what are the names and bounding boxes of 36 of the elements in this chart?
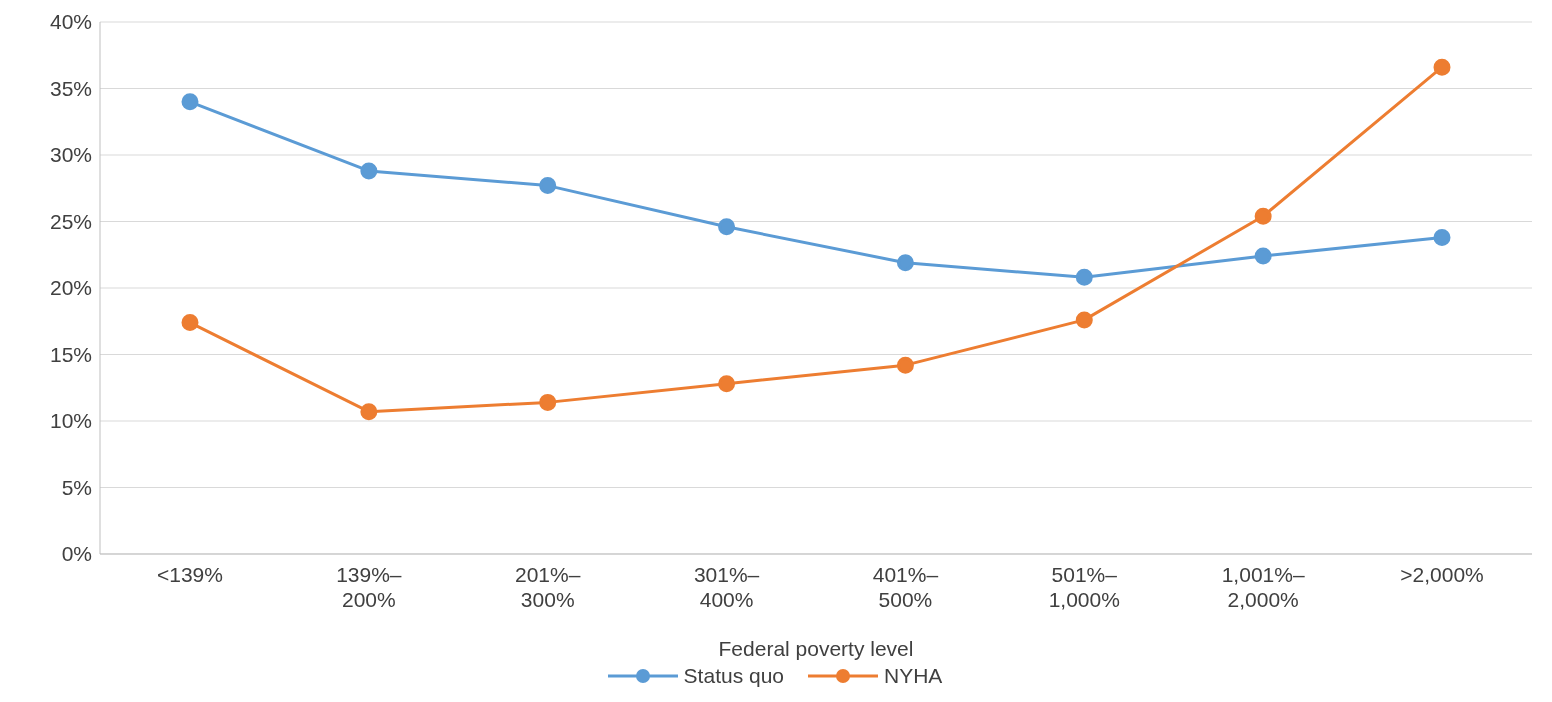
point: [896, 356, 914, 374]
point: [718, 218, 736, 236]
legend-label: Status quo: [683, 664, 785, 688]
y-tick-label: 15%: [49, 342, 92, 366]
point: [181, 93, 199, 111]
x-tick-label: 501%– 1,000%: [1048, 563, 1120, 611]
point: [1254, 247, 1272, 265]
y-tick-label: 35%: [49, 76, 92, 100]
x-tick-label: <139%: [157, 563, 223, 586]
y-tick-label: 0%: [61, 542, 92, 566]
point: [181, 314, 199, 332]
y-tick-label: 5%: [61, 475, 92, 499]
x-tick-label: 139%– 200%: [336, 563, 402, 611]
y-tick-label: 30%: [49, 143, 92, 167]
x-axis-title: Federal poverty level: [718, 637, 914, 660]
point: [1433, 228, 1451, 246]
x-tick-label: 1,001%– 2,000%: [1221, 563, 1305, 611]
y-tick-label: 40%: [49, 10, 92, 34]
x-tick-label: 401%– 500%: [872, 563, 939, 611]
point: [718, 375, 736, 393]
x-tick-label: 301%– 400%: [693, 563, 760, 611]
point: [1254, 207, 1272, 225]
point: [1433, 58, 1451, 76]
point: [539, 393, 557, 411]
x-tick-label: >2,000%: [1400, 563, 1484, 586]
point: [1075, 268, 1093, 286]
y-tick-label: 10%: [49, 409, 92, 433]
y-tick-label: 20%: [49, 276, 92, 300]
point: [896, 254, 914, 272]
point: [360, 403, 378, 421]
y-tick-label: 25%: [49, 209, 92, 233]
point: [1075, 311, 1093, 329]
point: [539, 177, 557, 195]
x-tick-label: 201%– 300%: [515, 563, 581, 611]
point: [360, 162, 378, 180]
legend-label: NYHA: [884, 664, 943, 688]
